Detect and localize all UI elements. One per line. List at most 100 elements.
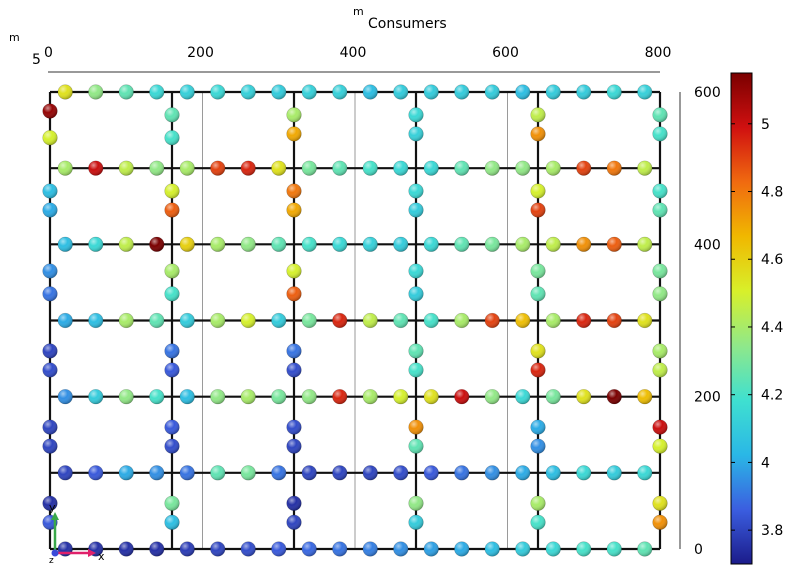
consumer-point bbox=[42, 130, 58, 146]
colorbar bbox=[730, 72, 753, 565]
consumer-point bbox=[164, 183, 180, 199]
chart-title: Consumers bbox=[368, 16, 447, 32]
consumer-point bbox=[423, 312, 439, 329]
consumer-point bbox=[118, 312, 134, 329]
consumer-point bbox=[42, 495, 58, 511]
consumer-point bbox=[393, 541, 409, 557]
consumer-point bbox=[286, 183, 302, 199]
consumer-point bbox=[362, 389, 378, 405]
consumer-point bbox=[240, 84, 256, 100]
consumer-point bbox=[606, 236, 622, 252]
consumer-point bbox=[408, 343, 424, 359]
consumer-point bbox=[484, 465, 500, 481]
consumer-point bbox=[530, 107, 546, 123]
consumer-point bbox=[576, 389, 592, 405]
consumer-point bbox=[332, 465, 348, 481]
consumer-point bbox=[515, 465, 531, 481]
consumer-points bbox=[42, 84, 668, 557]
consumer-point bbox=[606, 465, 622, 481]
consumer-point bbox=[362, 312, 378, 329]
consumer-point bbox=[179, 236, 195, 252]
consumer-point bbox=[164, 286, 180, 302]
consumer-point bbox=[637, 160, 653, 176]
colorbar-tick-labels: 3.8 4 4.2 4.4 4.6 4.8 5 bbox=[731, 117, 783, 539]
consumer-point bbox=[179, 160, 195, 176]
consumer-point bbox=[42, 362, 58, 378]
consumer-point bbox=[149, 312, 165, 329]
consumer-point bbox=[484, 236, 500, 252]
consumer-point bbox=[149, 389, 165, 405]
consumer-point bbox=[42, 183, 58, 199]
y-tick-label: 600 bbox=[694, 85, 721, 101]
consumer-point bbox=[179, 312, 195, 329]
consumer-point bbox=[362, 465, 378, 481]
consumer-point bbox=[530, 438, 546, 454]
consumer-point bbox=[545, 389, 561, 405]
consumer-point bbox=[332, 160, 348, 176]
consumer-point bbox=[240, 541, 256, 557]
consumer-point bbox=[408, 107, 424, 123]
consumer-point bbox=[606, 84, 622, 100]
consumer-point bbox=[652, 286, 668, 302]
consumer-point bbox=[42, 438, 58, 454]
consumer-point bbox=[164, 202, 180, 218]
consumer-point bbox=[149, 160, 165, 176]
consumer-point bbox=[286, 126, 302, 142]
consumer-point bbox=[576, 312, 592, 329]
consumer-point bbox=[286, 495, 302, 511]
y-tick-label: 0 bbox=[694, 542, 703, 558]
consumer-point bbox=[362, 236, 378, 252]
consumer-point bbox=[118, 541, 134, 557]
x-tick-label: 600 bbox=[492, 45, 519, 61]
consumer-point bbox=[88, 465, 104, 481]
colorbar-tick-label: 5 bbox=[761, 117, 770, 133]
consumer-point bbox=[637, 465, 653, 481]
consumer-point bbox=[484, 160, 500, 176]
consumer-point bbox=[164, 438, 180, 454]
consumer-point bbox=[408, 438, 424, 454]
consumer-point bbox=[301, 389, 317, 405]
consumer-point bbox=[271, 84, 287, 100]
consumer-point bbox=[484, 389, 500, 405]
consumer-point bbox=[515, 312, 531, 329]
consumer-point bbox=[240, 465, 256, 481]
consumer-point bbox=[271, 541, 287, 557]
consumer-point bbox=[301, 465, 317, 481]
consumer-point bbox=[57, 465, 73, 481]
consumer-point bbox=[408, 514, 424, 530]
consumer-point bbox=[393, 160, 409, 176]
consumer-point bbox=[652, 202, 668, 218]
consumer-point bbox=[118, 389, 134, 405]
consumer-point bbox=[164, 514, 180, 530]
x-tick-label: 0 bbox=[44, 45, 53, 61]
consumer-point bbox=[454, 236, 470, 252]
consumer-point bbox=[454, 84, 470, 100]
consumer-point bbox=[286, 202, 302, 218]
y-tick-labels: 0 200 400 600 bbox=[694, 85, 721, 558]
consumer-point bbox=[423, 160, 439, 176]
x-unit-label: m bbox=[353, 5, 364, 18]
consumer-point bbox=[301, 84, 317, 100]
consumer-point bbox=[271, 236, 287, 252]
consumer-point bbox=[179, 84, 195, 100]
consumer-point bbox=[652, 438, 668, 454]
consumer-point bbox=[637, 312, 653, 329]
consumer-point bbox=[545, 160, 561, 176]
consumer-point bbox=[286, 438, 302, 454]
consumer-point bbox=[332, 236, 348, 252]
x-tick-labels: 0 200 400 600 800 bbox=[44, 45, 671, 61]
consumer-point bbox=[42, 286, 58, 302]
consumer-point bbox=[286, 514, 302, 530]
consumer-point bbox=[576, 160, 592, 176]
colorbar-tick-label: 4.4 bbox=[761, 320, 783, 336]
consumer-point bbox=[606, 541, 622, 557]
consumer-point bbox=[88, 236, 104, 252]
triad-z-label: z bbox=[49, 556, 54, 566]
consumer-point bbox=[164, 130, 180, 146]
consumer-point bbox=[164, 263, 180, 279]
consumer-point bbox=[42, 202, 58, 218]
consumer-point bbox=[652, 107, 668, 123]
consumer-point bbox=[88, 84, 104, 100]
y-tick-label: 400 bbox=[694, 237, 721, 253]
